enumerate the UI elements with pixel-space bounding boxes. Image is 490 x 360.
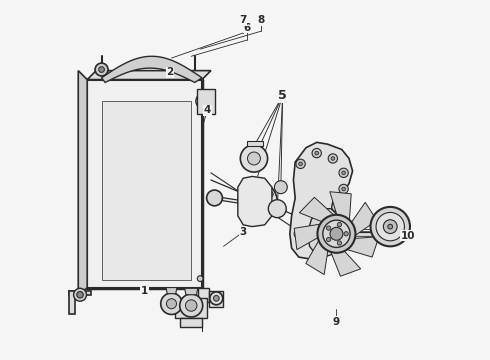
Text: 1: 1 bbox=[141, 286, 148, 296]
Circle shape bbox=[248, 193, 267, 211]
Text: 3: 3 bbox=[240, 227, 247, 237]
Circle shape bbox=[294, 229, 303, 238]
Circle shape bbox=[247, 212, 253, 217]
Circle shape bbox=[312, 148, 321, 158]
Polygon shape bbox=[342, 237, 379, 257]
Circle shape bbox=[186, 300, 197, 311]
Polygon shape bbox=[329, 247, 361, 276]
Text: 5: 5 bbox=[279, 91, 286, 101]
Circle shape bbox=[342, 187, 345, 191]
Text: 10: 10 bbox=[401, 231, 416, 240]
Circle shape bbox=[161, 293, 182, 315]
Polygon shape bbox=[308, 209, 343, 257]
Circle shape bbox=[383, 220, 397, 234]
Circle shape bbox=[268, 192, 273, 197]
Circle shape bbox=[388, 224, 392, 229]
Circle shape bbox=[339, 168, 348, 177]
Polygon shape bbox=[69, 291, 91, 295]
Polygon shape bbox=[185, 288, 197, 295]
Circle shape bbox=[167, 299, 176, 309]
Circle shape bbox=[180, 294, 203, 317]
Polygon shape bbox=[294, 223, 325, 249]
Circle shape bbox=[210, 292, 223, 305]
Polygon shape bbox=[198, 288, 209, 302]
Circle shape bbox=[296, 159, 305, 168]
Polygon shape bbox=[330, 192, 351, 225]
Circle shape bbox=[95, 63, 108, 76]
Text: 7: 7 bbox=[240, 15, 247, 26]
Circle shape bbox=[98, 67, 104, 72]
Circle shape bbox=[332, 202, 341, 212]
Polygon shape bbox=[180, 318, 202, 327]
Polygon shape bbox=[290, 142, 353, 259]
Polygon shape bbox=[78, 71, 87, 297]
Circle shape bbox=[342, 171, 345, 175]
Polygon shape bbox=[175, 298, 207, 318]
Circle shape bbox=[197, 276, 203, 282]
Circle shape bbox=[339, 184, 348, 194]
Circle shape bbox=[264, 212, 269, 217]
Circle shape bbox=[207, 190, 222, 206]
Circle shape bbox=[269, 200, 286, 218]
Circle shape bbox=[337, 222, 342, 227]
Text: 6: 6 bbox=[243, 23, 250, 33]
Polygon shape bbox=[238, 176, 272, 226]
Circle shape bbox=[337, 241, 342, 245]
Polygon shape bbox=[299, 197, 338, 223]
Circle shape bbox=[238, 182, 277, 221]
Circle shape bbox=[326, 237, 331, 242]
Circle shape bbox=[328, 154, 338, 163]
Circle shape bbox=[299, 162, 302, 166]
Text: 4: 4 bbox=[204, 105, 211, 115]
Circle shape bbox=[241, 194, 246, 199]
Polygon shape bbox=[69, 291, 74, 315]
Circle shape bbox=[370, 207, 410, 246]
Circle shape bbox=[254, 198, 261, 205]
Polygon shape bbox=[196, 89, 215, 114]
Circle shape bbox=[74, 288, 87, 301]
Circle shape bbox=[201, 98, 207, 104]
Circle shape bbox=[331, 157, 335, 160]
Circle shape bbox=[326, 226, 331, 230]
Circle shape bbox=[310, 240, 319, 249]
Circle shape bbox=[247, 152, 260, 165]
Text: 2: 2 bbox=[166, 67, 173, 77]
Text: 9: 9 bbox=[333, 317, 340, 327]
Circle shape bbox=[256, 184, 261, 189]
Circle shape bbox=[315, 151, 318, 155]
Circle shape bbox=[240, 145, 268, 172]
Circle shape bbox=[297, 232, 300, 235]
Circle shape bbox=[214, 296, 219, 301]
Polygon shape bbox=[87, 71, 211, 80]
Polygon shape bbox=[87, 80, 202, 288]
Circle shape bbox=[344, 231, 348, 236]
Polygon shape bbox=[209, 291, 223, 307]
Circle shape bbox=[376, 212, 404, 241]
Polygon shape bbox=[101, 56, 202, 82]
Polygon shape bbox=[247, 140, 263, 146]
Polygon shape bbox=[101, 101, 191, 280]
Circle shape bbox=[318, 215, 355, 253]
Polygon shape bbox=[306, 236, 328, 275]
Circle shape bbox=[196, 93, 212, 109]
Circle shape bbox=[196, 304, 207, 315]
Circle shape bbox=[323, 220, 350, 247]
Circle shape bbox=[335, 205, 338, 209]
Circle shape bbox=[274, 181, 287, 194]
Circle shape bbox=[330, 227, 343, 240]
Text: 5: 5 bbox=[278, 89, 287, 102]
Text: 8: 8 bbox=[258, 15, 265, 26]
Circle shape bbox=[313, 243, 317, 246]
Polygon shape bbox=[166, 288, 177, 294]
Polygon shape bbox=[349, 202, 377, 239]
Circle shape bbox=[77, 292, 83, 298]
